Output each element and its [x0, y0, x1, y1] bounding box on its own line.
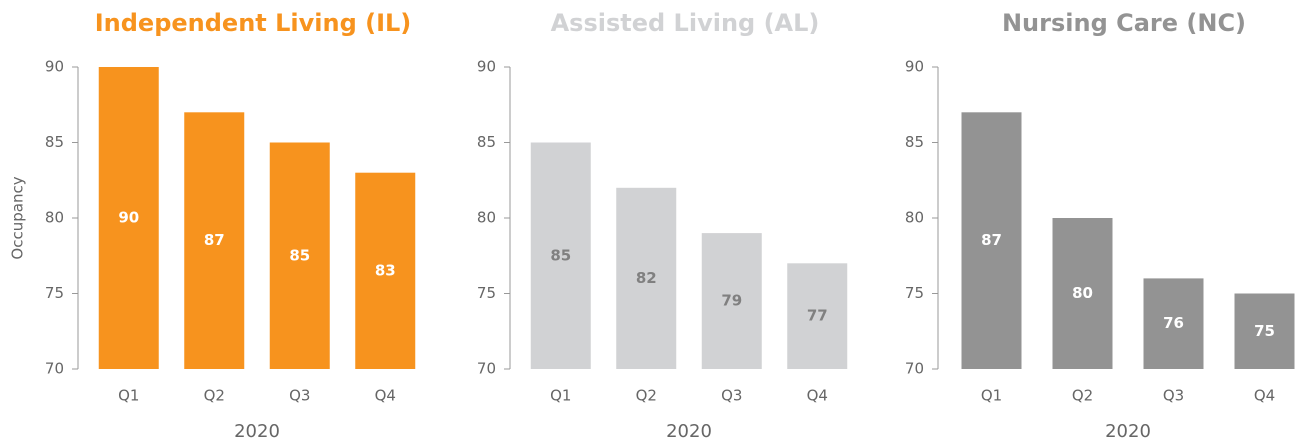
y-tick-label: 90 — [477, 58, 496, 76]
x-axis-label: 2020 — [666, 421, 712, 442]
x-tick-label: Q2 — [636, 387, 657, 405]
y-tick-label: 85 — [905, 133, 924, 151]
y-tick-label: 70 — [905, 360, 924, 378]
y-tick-label: 80 — [905, 209, 924, 227]
bar — [1234, 293, 1295, 369]
data-label: 87 — [204, 231, 225, 249]
data-label: 76 — [1163, 314, 1184, 332]
y-tick-label: 75 — [477, 284, 496, 302]
x-tick-label: Q4 — [375, 387, 396, 405]
bar — [530, 142, 591, 369]
x-tick-label: Q1 — [981, 387, 1002, 405]
data-label: 83 — [375, 261, 396, 279]
x-tick-label: Q3 — [721, 387, 742, 405]
data-label: 85 — [289, 246, 310, 264]
y-tick-label: 70 — [477, 360, 496, 378]
chart-title: Assisted Living (AL) — [551, 9, 820, 37]
x-axis-label: 2020 — [1105, 421, 1151, 442]
data-label: 79 — [721, 292, 742, 310]
bar — [1052, 218, 1113, 369]
chart-title: Nursing Care (NC) — [1002, 9, 1246, 37]
bar — [701, 233, 762, 369]
x-axis-label: 2020 — [234, 421, 280, 442]
x-tick-label: Q1 — [550, 387, 571, 405]
bar — [787, 263, 848, 369]
data-label: 87 — [981, 231, 1002, 249]
y-tick-label: 75 — [45, 284, 64, 302]
y-tick-label: 85 — [477, 133, 496, 151]
y-tick-label: 75 — [905, 284, 924, 302]
bar — [616, 187, 677, 369]
x-tick-label: Q4 — [807, 387, 828, 405]
data-label: 75 — [1254, 322, 1275, 340]
y-tick-label: 70 — [45, 360, 64, 378]
data-label: 82 — [636, 269, 657, 287]
x-tick-label: Q3 — [1163, 387, 1184, 405]
y-tick-label: 85 — [45, 133, 64, 151]
bar — [269, 142, 330, 369]
x-tick-label: Q3 — [289, 387, 310, 405]
x-tick-label: Q1 — [118, 387, 139, 405]
bar — [98, 67, 159, 369]
bar — [355, 172, 416, 369]
y-axis-label: Occupancy — [9, 176, 27, 259]
data-label: 80 — [1072, 284, 1093, 302]
y-tick-label: 90 — [45, 58, 64, 76]
data-label: 85 — [550, 246, 571, 264]
y-tick-label: 90 — [905, 58, 924, 76]
y-tick-label: 80 — [45, 209, 64, 227]
bar — [961, 112, 1022, 370]
bar — [1143, 278, 1204, 369]
bar — [184, 112, 245, 370]
data-label: 90 — [118, 209, 139, 227]
x-tick-label: Q4 — [1254, 387, 1275, 405]
y-tick-label: 80 — [477, 209, 496, 227]
chart-title: Independent Living (IL) — [95, 9, 412, 37]
x-tick-label: Q2 — [1072, 387, 1093, 405]
data-label: 77 — [807, 307, 828, 325]
x-tick-label: Q2 — [204, 387, 225, 405]
